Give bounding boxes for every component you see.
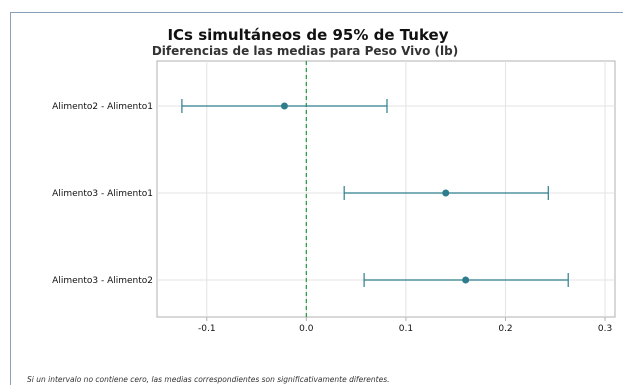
interval-estimate-point (280, 102, 288, 110)
category-labels: Alimento2 - Alimento1 Alimento3 - Aliment… (52, 102, 153, 286)
interval-estimate-point (442, 189, 450, 197)
x-tick-label: 0.3 (598, 324, 612, 334)
chart-subtitle: Diferencias de las medias para Peso Vivo… (152, 44, 458, 58)
x-axis-ticks: -0.1 0.0 0.1 0.2 0.3 (198, 317, 612, 334)
x-tick-label: -0.1 (198, 324, 216, 334)
interval-estimate-point (462, 276, 470, 284)
chart-title: ICs simultáneos de 95% de Tukey (167, 26, 448, 44)
intervals (181, 99, 569, 287)
tukey-interval-chart: ICs simultáneos de 95% de Tukey Diferenc… (52, 26, 616, 334)
category-label: Alimento2 - Alimento1 (52, 102, 153, 112)
footnote: Si un intervalo no contiene cero, las me… (27, 375, 390, 384)
category-label: Alimento3 - Alimento1 (52, 189, 153, 199)
chart-frame: ICs simultáneos de 95% de Tukey Diferenc… (10, 12, 623, 385)
x-tick-label: 0.2 (498, 324, 512, 334)
x-tick-label: 0.0 (299, 324, 314, 334)
x-tick-label: 0.1 (399, 324, 413, 334)
category-label: Alimento3 - Alimento2 (52, 276, 153, 286)
plot-area (156, 60, 616, 318)
